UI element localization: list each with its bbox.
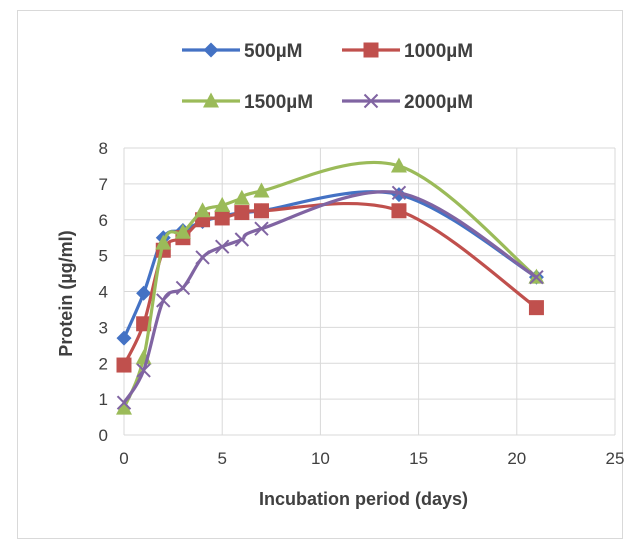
data-point	[136, 363, 151, 378]
series-line	[122, 190, 538, 404]
y-axis-title: Protein (µg/ml)	[56, 230, 76, 356]
y-tick-label: 0	[99, 426, 108, 445]
legend-label: 1000µM	[404, 41, 473, 62]
legend: 500µM 1000µM 1500µM 2000µM	[182, 41, 473, 113]
tick-labels: 0 1 2 3 4 5 6 7 8 0 5 10 15 20 25	[99, 139, 625, 468]
data-point	[234, 205, 250, 221]
data-point	[175, 280, 191, 296]
x-tick-label: 10	[311, 449, 330, 468]
legend-item: 1500µM	[182, 92, 313, 113]
data-point	[253, 203, 269, 219]
legend-label: 1500µM	[244, 92, 313, 113]
y-tick-label: 8	[99, 139, 108, 158]
x-tick-label: 0	[119, 449, 128, 468]
legend-item: 2000µM	[342, 92, 473, 113]
data-point	[116, 399, 132, 415]
legend-marker	[203, 42, 219, 58]
y-tick-label: 6	[99, 211, 108, 230]
data-point	[136, 285, 152, 301]
data-point	[136, 316, 152, 332]
data-point	[528, 300, 544, 316]
data-point	[194, 202, 211, 218]
series-500µM	[116, 187, 544, 346]
legend-label: 2000µM	[404, 92, 473, 113]
data-point	[155, 234, 172, 250]
legend-marker	[203, 92, 219, 108]
legend-item: 1000µM	[342, 41, 473, 62]
data-point	[254, 221, 269, 236]
x-tick-label: 5	[217, 449, 226, 468]
y-tick-label: 5	[99, 247, 108, 266]
data-point	[234, 232, 250, 247]
data-point	[214, 239, 230, 254]
data-point	[116, 357, 132, 373]
data-point	[116, 395, 132, 410]
data-point	[214, 196, 231, 212]
data-point	[391, 203, 407, 219]
legend-marker	[363, 42, 379, 58]
x-tick-label: 20	[507, 449, 526, 468]
y-tick-label: 2	[99, 354, 108, 373]
data-point	[253, 182, 270, 198]
data-point	[391, 185, 407, 201]
legend-label: 500µM	[244, 41, 302, 62]
series-group	[116, 157, 545, 415]
data-point	[529, 269, 544, 285]
series-2000µM	[116, 185, 544, 410]
y-tick-label: 7	[99, 175, 108, 194]
x-tick-label: 25	[606, 449, 625, 468]
series-line	[122, 190, 538, 339]
data-point	[233, 189, 250, 205]
y-tick-label: 1	[99, 390, 108, 409]
y-tick-label: 3	[99, 318, 108, 337]
x-tick-label: 15	[409, 449, 428, 468]
x-axis-title: Incubation period (days)	[259, 489, 468, 509]
y-tick-label: 4	[99, 283, 108, 302]
data-point	[116, 330, 132, 346]
legend-item: 500µM	[182, 41, 302, 62]
data-point	[174, 223, 191, 239]
data-point	[195, 250, 210, 265]
legend-marker	[363, 93, 379, 109]
data-point	[390, 157, 407, 173]
series-1500µM	[116, 157, 545, 415]
data-point	[156, 293, 171, 308]
data-point	[214, 210, 230, 226]
